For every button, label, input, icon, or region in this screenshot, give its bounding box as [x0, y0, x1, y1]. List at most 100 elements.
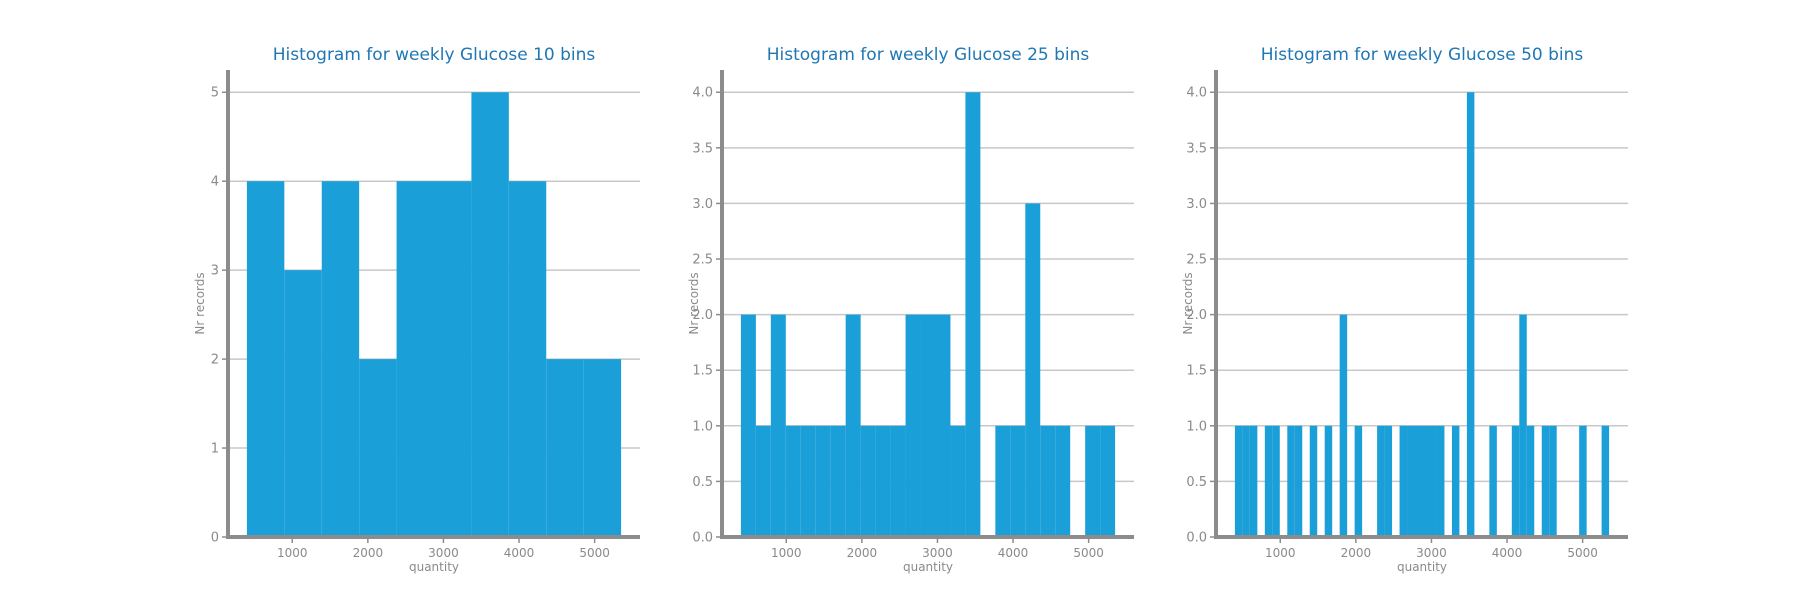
histogram-bar — [1429, 425, 1437, 537]
chart-panel-3: 0.0 0.5 1.0 1.5 2.0 2.5 3.0 3.5 4.0 1000 2000 3000 4… — [1181, 45, 1628, 574]
histogram-bar — [321, 181, 360, 537]
histogram-bar — [860, 425, 876, 537]
histogram-bar — [284, 270, 322, 537]
histogram-bar — [1040, 425, 1056, 537]
y-tick-label: 4 — [211, 175, 219, 190]
histogram-bar — [546, 359, 584, 537]
x-tick-label: 5000 — [579, 546, 610, 560]
chart-title: Histogram for weekly Glucose 50 bins — [1261, 45, 1584, 65]
histogram-bar — [1601, 425, 1610, 537]
x-tick-label: 2000 — [847, 546, 878, 560]
x-tick-label: 4000 — [1492, 546, 1523, 560]
y-tick-label: 1.5 — [692, 364, 713, 379]
histogram-bar — [1436, 425, 1445, 537]
histogram-bar — [815, 425, 831, 537]
x-tick-label: 1000 — [771, 546, 802, 560]
histogram-bar — [1384, 425, 1393, 537]
histogram-bar — [1519, 314, 1527, 537]
histogram-bar — [1451, 425, 1460, 537]
chart-title: Histogram for weekly Glucose 10 bins — [273, 45, 596, 65]
chart-panel-1: 0 1 2 3 4 5 1000 2000 3000 4000 5000 Histogram for … — [193, 45, 640, 574]
y-tick-label: 5 — [211, 86, 219, 101]
x-tick-label: 3000 — [428, 546, 459, 560]
histogram-bar — [1354, 425, 1363, 537]
histogram-bar — [471, 92, 509, 537]
x-tick-label: 5000 — [1567, 546, 1598, 560]
y-tick-label: 3 — [211, 264, 219, 279]
x-axis-label: quantity — [1397, 560, 1447, 574]
histogram-bar — [755, 425, 771, 537]
y-tick-label: 4.0 — [1186, 86, 1207, 101]
y-tick-label: 3.5 — [1186, 141, 1207, 156]
histogram-bar — [1466, 92, 1475, 537]
histogram-bar — [875, 425, 891, 537]
histogram-bar — [1010, 425, 1026, 537]
histogram-bar — [359, 359, 397, 537]
y-tick-label: 0.5 — [692, 475, 713, 490]
histogram-bar — [1511, 425, 1520, 537]
histogram-bar — [965, 92, 981, 537]
y-tick-label: 1.0 — [1186, 419, 1207, 434]
histogram-bar — [1055, 425, 1071, 537]
histogram-bar — [830, 425, 846, 537]
histogram-bar — [905, 314, 921, 537]
histogram-bar — [1249, 425, 1258, 537]
y-tick-label: 4.0 — [692, 86, 713, 101]
histogram-bar — [740, 314, 756, 537]
x-tick-label: 3000 — [1416, 546, 1447, 560]
x-tick-label: 4000 — [998, 546, 1029, 560]
histogram-bar — [1399, 425, 1408, 537]
histogram-bar — [508, 181, 547, 537]
histogram-bar — [995, 425, 1011, 537]
histogram-bar — [845, 314, 861, 537]
histogram-bar — [1309, 425, 1318, 537]
y-axis-label: Nr records — [193, 272, 207, 334]
histogram-bar — [1549, 425, 1557, 537]
y-tick-label: 2.0 — [692, 308, 713, 323]
histogram-bar — [1526, 425, 1535, 537]
y-tick-label: 2 — [211, 353, 219, 368]
y-tick-label: 1 — [211, 442, 219, 457]
histogram-bar — [1085, 425, 1101, 537]
histogram-bar — [800, 425, 816, 537]
histogram-bar — [396, 181, 434, 537]
histogram-bar — [935, 314, 951, 537]
x-tick-label: 1000 — [1265, 546, 1296, 560]
chart-title: Histogram for weekly Glucose 25 bins — [767, 45, 1090, 65]
histogram-bar — [950, 425, 966, 537]
histogram-bar — [1579, 425, 1587, 537]
y-axis-label: Nr records — [1181, 272, 1195, 334]
x-tick-label: 3000 — [922, 546, 953, 560]
y-tick-label: 0 — [211, 531, 219, 546]
histogram-bar — [1377, 425, 1385, 537]
histogram-bar — [1234, 425, 1243, 537]
histogram-bar — [246, 181, 285, 537]
histogram-bar — [1414, 425, 1422, 537]
histogram-bar — [434, 181, 472, 537]
y-tick-label: 2.5 — [1186, 253, 1207, 268]
x-tick-label: 2000 — [1341, 546, 1372, 560]
y-tick-label: 0.0 — [1186, 531, 1207, 546]
chart-panel-2: 0.0 0.5 1.0 1.5 2.0 2.5 3.0 3.5 4.0 1000 2000 3000 4… — [687, 45, 1134, 574]
y-tick-label: 2.0 — [1186, 308, 1207, 323]
y-tick-label: 0.5 — [1186, 475, 1207, 490]
histogram-bar — [1489, 425, 1497, 537]
y-tick-label: 3.0 — [1186, 197, 1207, 212]
histogram-bar — [890, 425, 906, 537]
histogram-bar — [1294, 425, 1303, 537]
histogram-bar — [1339, 314, 1348, 537]
histogram-bar — [1324, 425, 1333, 537]
y-tick-label: 3.5 — [692, 141, 713, 156]
y-tick-label: 0.0 — [692, 531, 713, 546]
histogram-bar — [1242, 425, 1250, 537]
histogram-bar — [1272, 425, 1280, 537]
histogram-bar — [770, 314, 786, 537]
histogram-bar — [1025, 203, 1041, 537]
x-tick-label: 1000 — [277, 546, 308, 560]
histogram-bar — [1264, 425, 1273, 537]
x-axis-label: quantity — [903, 560, 953, 574]
y-tick-label: 2.5 — [692, 253, 713, 268]
x-tick-label: 2000 — [353, 546, 384, 560]
histogram-bar — [1422, 425, 1430, 537]
